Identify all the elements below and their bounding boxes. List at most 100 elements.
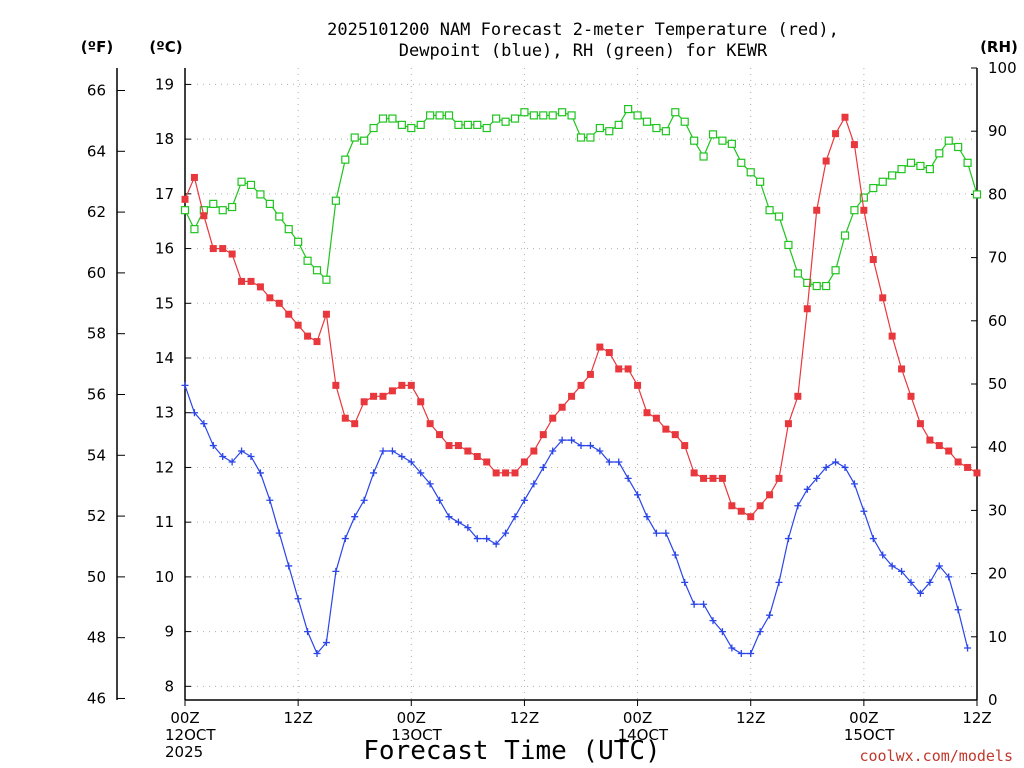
x-tick-label: 12OCT bbox=[165, 726, 216, 744]
data-point bbox=[549, 414, 557, 422]
rh-tick-label: 50 bbox=[988, 375, 1007, 393]
rh-tick-label: 10 bbox=[988, 628, 1007, 646]
data-point bbox=[369, 123, 378, 133]
data-point bbox=[275, 529, 283, 537]
data-point bbox=[219, 453, 227, 461]
rh-tick-label: 100 bbox=[988, 59, 1017, 77]
data-point bbox=[256, 283, 264, 291]
data-point bbox=[237, 177, 246, 186]
data-point bbox=[548, 111, 557, 120]
data-point bbox=[247, 453, 255, 461]
data-point bbox=[727, 139, 736, 148]
data-point bbox=[794, 502, 802, 510]
data-point bbox=[218, 206, 227, 215]
data-point bbox=[463, 120, 472, 129]
data-point bbox=[539, 111, 548, 120]
data-point bbox=[964, 463, 972, 471]
x-tick-label: 12Z bbox=[962, 709, 991, 727]
data-point bbox=[718, 136, 727, 145]
data-point bbox=[595, 123, 604, 133]
series-dewpoint bbox=[181, 381, 972, 657]
data-point bbox=[690, 600, 698, 608]
data-point bbox=[662, 425, 670, 433]
unit-celsius: (ºC) bbox=[149, 38, 182, 56]
data-point bbox=[219, 245, 227, 253]
data-point bbox=[549, 447, 557, 455]
data-point bbox=[605, 458, 613, 466]
data-point bbox=[708, 130, 718, 139]
f-tick-label: 48 bbox=[87, 629, 106, 647]
data-point bbox=[661, 127, 670, 136]
data-point bbox=[841, 463, 849, 471]
data-point bbox=[964, 644, 972, 652]
data-point bbox=[416, 120, 425, 129]
data-point bbox=[840, 231, 850, 240]
data-point bbox=[906, 158, 916, 167]
data-point bbox=[294, 237, 303, 246]
data-point bbox=[228, 202, 237, 212]
data-point bbox=[775, 578, 783, 586]
data-point bbox=[869, 183, 878, 193]
data-point bbox=[285, 562, 293, 570]
data-point bbox=[954, 606, 962, 614]
data-point bbox=[850, 206, 859, 215]
data-point bbox=[813, 474, 821, 482]
data-point bbox=[756, 502, 764, 510]
data-point bbox=[473, 535, 481, 543]
data-point bbox=[246, 180, 256, 190]
data-point bbox=[737, 158, 746, 167]
data-point bbox=[586, 442, 594, 450]
data-point bbox=[331, 196, 340, 205]
data-point bbox=[765, 206, 774, 215]
data-point bbox=[756, 628, 764, 636]
data-point bbox=[313, 338, 321, 346]
data-point bbox=[671, 108, 680, 117]
data-point bbox=[568, 392, 576, 400]
data-point bbox=[907, 392, 915, 400]
data-point bbox=[247, 277, 255, 285]
data-point bbox=[265, 199, 274, 208]
data-point bbox=[464, 447, 472, 455]
data-point bbox=[615, 458, 623, 466]
rh-tick-label: 20 bbox=[988, 565, 1007, 583]
data-point bbox=[850, 480, 858, 488]
data-point bbox=[332, 381, 340, 389]
data-point bbox=[530, 447, 538, 455]
data-point bbox=[426, 420, 434, 428]
x-tick-label: 15OCT bbox=[844, 726, 895, 744]
series-line bbox=[184, 115, 978, 518]
data-point bbox=[700, 474, 708, 482]
data-point bbox=[190, 409, 198, 417]
data-point bbox=[841, 113, 849, 121]
c-tick-label: 8 bbox=[164, 677, 174, 695]
data-point bbox=[454, 442, 462, 450]
data-point bbox=[180, 206, 190, 215]
f-tick-label: 56 bbox=[87, 385, 106, 403]
data-point bbox=[624, 365, 632, 373]
data-point bbox=[388, 447, 396, 455]
data-point bbox=[954, 142, 963, 152]
unit-rh: (RH) bbox=[980, 38, 1018, 56]
c-tick-label: 14 bbox=[155, 349, 174, 367]
data-point bbox=[370, 392, 378, 400]
data-point bbox=[501, 117, 510, 126]
data-point bbox=[294, 595, 302, 603]
data-point bbox=[898, 567, 906, 575]
data-point bbox=[379, 392, 387, 400]
data-point bbox=[709, 617, 717, 625]
data-point bbox=[426, 480, 434, 488]
data-point bbox=[568, 436, 576, 444]
data-point bbox=[520, 108, 529, 117]
data-point bbox=[935, 149, 944, 158]
data-point bbox=[502, 529, 510, 537]
data-point bbox=[444, 111, 454, 120]
rh-tick-label: 40 bbox=[988, 438, 1007, 456]
data-point bbox=[699, 152, 708, 161]
data-point bbox=[926, 578, 934, 586]
grid bbox=[185, 68, 977, 700]
data-point bbox=[774, 212, 784, 221]
series-group bbox=[180, 104, 982, 657]
data-point bbox=[878, 177, 887, 186]
data-point bbox=[266, 294, 274, 302]
data-point bbox=[859, 193, 868, 202]
